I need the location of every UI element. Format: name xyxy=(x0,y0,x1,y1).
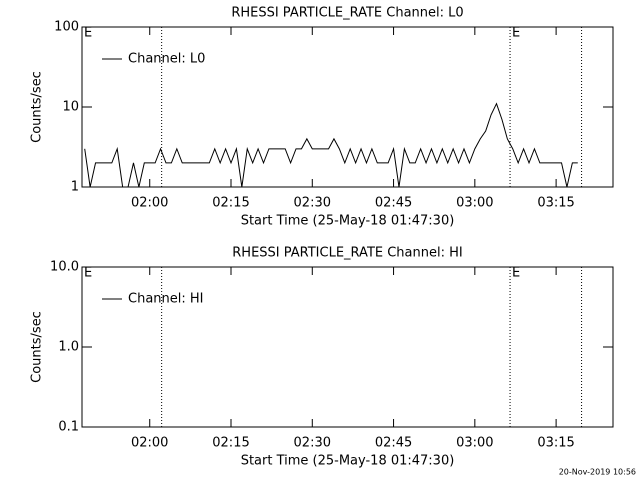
annotation: E xyxy=(84,26,92,41)
footer: 20-Nov-2019 10:56 xyxy=(559,468,636,477)
annotation: E xyxy=(84,266,92,281)
chart-title: RHESSI PARTICLE_RATE Channel: HI xyxy=(232,246,462,261)
y-tick-label: 0.1 xyxy=(58,420,79,435)
legend-label: Channel: HI xyxy=(128,292,204,307)
y-tick-label: 10 xyxy=(62,100,79,115)
x-tick-label: 03:15 xyxy=(537,436,574,451)
y-axis-label: Counts/sec xyxy=(30,71,45,143)
annotation: E xyxy=(512,266,520,281)
annotation: E xyxy=(512,26,520,41)
x-tick-label: 03:00 xyxy=(456,436,493,451)
x-tick-label: 02:00 xyxy=(131,436,168,451)
x-tick-label: 02:45 xyxy=(375,436,412,451)
x-tick-label: 02:15 xyxy=(212,196,249,211)
y-tick-label: 100 xyxy=(54,20,79,35)
data-line xyxy=(84,102,578,188)
x-tick-label: 02:30 xyxy=(294,196,331,211)
x-axis-label: Start Time (25-May-18 01:47:30) xyxy=(241,454,455,469)
y-tick-label: 1 xyxy=(71,180,79,195)
x-tick-label: 02:00 xyxy=(131,196,168,211)
legend-label: Channel: L0 xyxy=(128,52,205,67)
y-axis-label: Counts/sec xyxy=(30,311,45,383)
x-tick-label: 02:15 xyxy=(212,436,249,451)
x-axis-label: Start Time (25-May-18 01:47:30) xyxy=(241,214,455,229)
x-tick-label: 02:30 xyxy=(294,436,331,451)
x-tick-label: 03:00 xyxy=(456,196,493,211)
y-tick-label: 10.0 xyxy=(50,260,79,275)
x-tick-label: 02:45 xyxy=(375,196,412,211)
chart-title: RHESSI PARTICLE_RATE Channel: L0 xyxy=(231,6,463,21)
y-tick-label: 1.0 xyxy=(58,340,79,355)
x-tick-label: 03:15 xyxy=(537,196,574,211)
